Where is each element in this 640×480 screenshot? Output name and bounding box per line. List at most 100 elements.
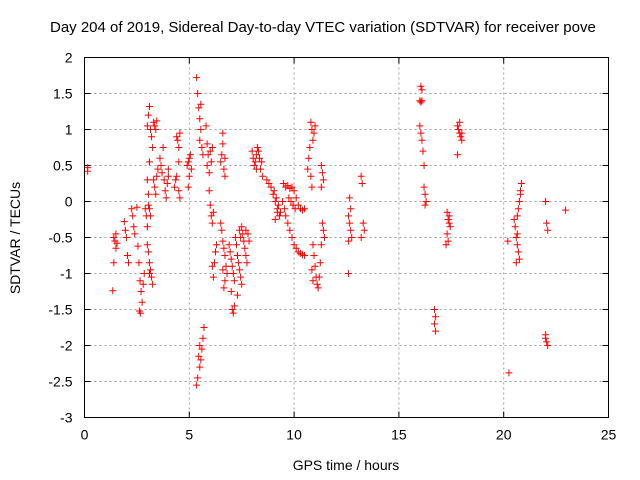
- y-tick-label: -3: [60, 410, 73, 426]
- data-point: [314, 284, 322, 292]
- data-point: [187, 165, 195, 173]
- data-point: [514, 205, 522, 213]
- data-point: [313, 280, 321, 288]
- data-point: [175, 144, 183, 151]
- data-point: [458, 129, 466, 137]
- y-tick-label: -1.5: [48, 302, 72, 318]
- data-point: [309, 241, 317, 249]
- data-point: [308, 183, 316, 191]
- data-point: [209, 208, 217, 216]
- y-tick-label: 0: [65, 194, 73, 210]
- data-point: [316, 259, 324, 267]
- data-point: [112, 244, 120, 252]
- data-point: [504, 237, 512, 245]
- data-point: [273, 208, 281, 216]
- data-point: [443, 208, 451, 216]
- data-point: [221, 277, 229, 285]
- data-point: [417, 129, 425, 137]
- data-point: [444, 237, 452, 245]
- data-point: [174, 136, 182, 144]
- data-point: [245, 237, 253, 245]
- y-tick-label: 1: [65, 122, 73, 138]
- data-point: [147, 212, 155, 220]
- data-point: [217, 219, 225, 227]
- data-point: [175, 187, 183, 195]
- data-point: [213, 241, 221, 249]
- data-point: [113, 239, 121, 247]
- data-point: [136, 277, 144, 285]
- data-point: [163, 180, 171, 187]
- data-point: [197, 100, 205, 108]
- data-point: [543, 219, 551, 227]
- data-point: [446, 223, 454, 231]
- data-point: [249, 154, 257, 162]
- data-point: [422, 198, 430, 205]
- data-point: [251, 158, 259, 166]
- data-point: [348, 234, 356, 241]
- data-point: [110, 259, 118, 267]
- data-point: [161, 187, 169, 195]
- data-point: [542, 198, 550, 205]
- data-point: [305, 154, 313, 162]
- data-point: [288, 234, 296, 241]
- y-tick-label: 2: [65, 50, 73, 66]
- data-point: [512, 259, 520, 267]
- data-point: [307, 118, 315, 126]
- data-point: [418, 97, 426, 105]
- data-point: [204, 151, 212, 159]
- data-point: [129, 212, 137, 220]
- data-point: [445, 219, 453, 227]
- data-point: [309, 136, 317, 144]
- data-point: [227, 255, 235, 263]
- data-point: [290, 241, 298, 249]
- data-point: [202, 122, 210, 130]
- data-point: [125, 259, 133, 267]
- data-point: [345, 237, 353, 245]
- data-point: [208, 144, 216, 151]
- data-point: [455, 126, 463, 133]
- data-point: [196, 115, 204, 123]
- data-point: [241, 244, 249, 252]
- data-point: [158, 169, 166, 177]
- data-point: [513, 230, 521, 238]
- data-point: [419, 147, 427, 155]
- data-point: [232, 241, 240, 249]
- data-point: [152, 190, 160, 198]
- data-point: [272, 194, 280, 202]
- y-tick-label: -1: [60, 266, 73, 282]
- data-point: [267, 183, 275, 191]
- data-point: [210, 259, 218, 267]
- data-point: [128, 205, 136, 213]
- data-point: [562, 206, 570, 214]
- data-point: [317, 183, 325, 191]
- data-point: [157, 162, 165, 169]
- x-axis-label: GPS time / hours: [293, 457, 400, 473]
- data-point: [121, 226, 129, 234]
- data-point: [315, 273, 323, 281]
- y-tick-label: 0.5: [53, 158, 73, 174]
- data-point: [145, 259, 153, 267]
- data-point: [252, 165, 260, 173]
- data-point: [222, 262, 230, 270]
- x-tick-label: 10: [286, 427, 302, 443]
- data-point: [144, 248, 152, 256]
- data-point: [228, 306, 236, 313]
- data-point: [317, 241, 325, 249]
- y-tick-label: 1.5: [53, 86, 73, 102]
- data-point: [420, 162, 428, 169]
- data-point: [309, 277, 317, 285]
- data-point: [417, 82, 425, 90]
- data-point: [317, 162, 325, 169]
- data-point: [311, 122, 319, 130]
- data-point: [236, 226, 244, 234]
- data-point: [270, 187, 278, 195]
- data-point: [250, 162, 258, 169]
- data-point: [183, 162, 191, 169]
- data-point: [227, 288, 235, 295]
- data-point: [360, 226, 368, 234]
- data-point: [205, 169, 213, 177]
- data-point: [432, 313, 440, 321]
- data-point: [143, 176, 151, 184]
- data-point: [218, 226, 226, 234]
- data-point: [218, 151, 226, 159]
